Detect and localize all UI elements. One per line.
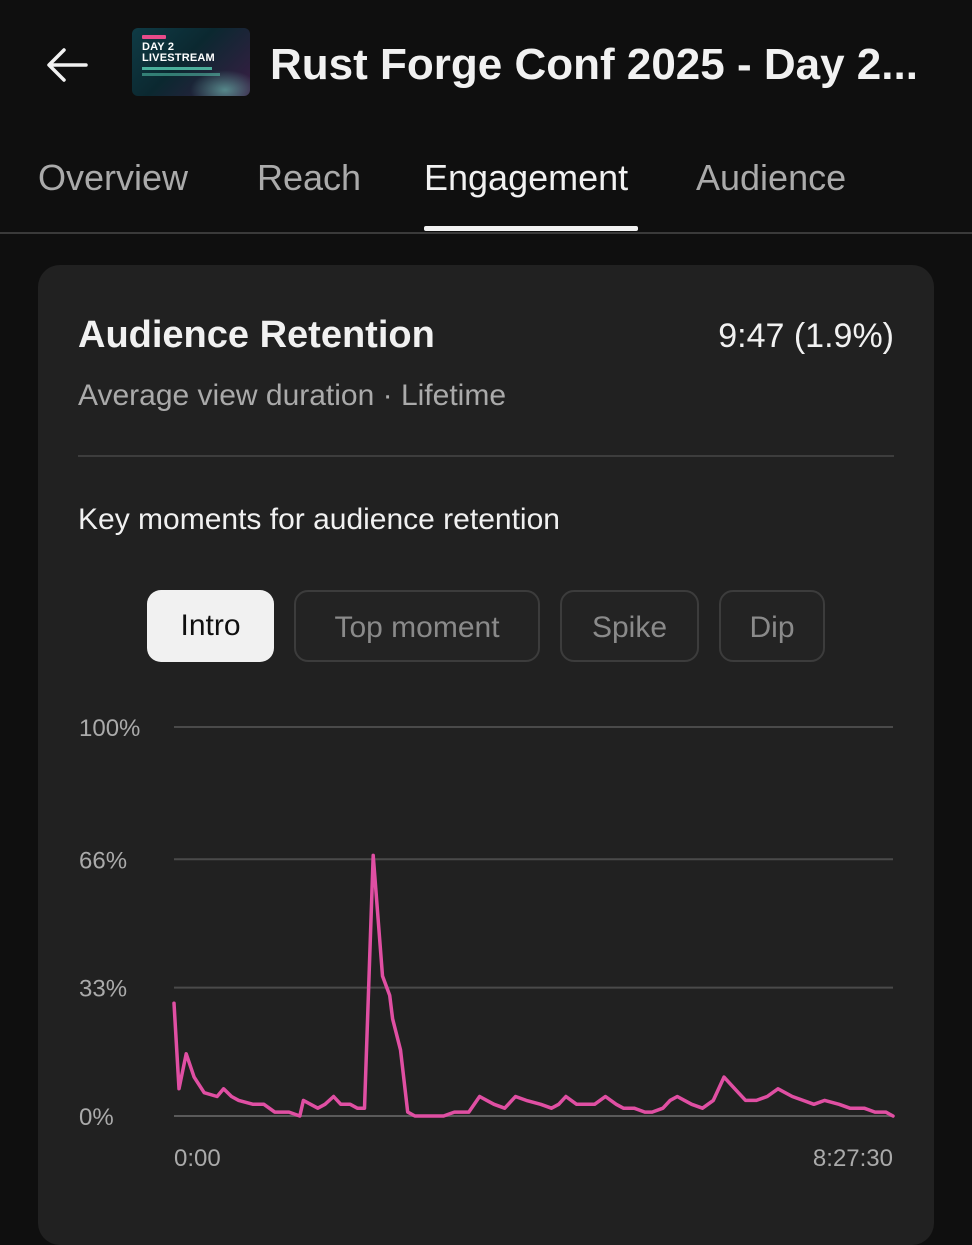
y-tick-label: 66% [79,847,127,874]
thumbnail-tag [142,35,166,39]
retention-chart: 100% 66% 33% 0% 0:00 8:27:30 [79,715,895,1172]
thumbnail-line1: DAY 2 [142,41,175,53]
thumbnail-line2: LIVESTREAM [142,52,215,64]
tab-audience[interactable]: Audience [696,157,847,198]
top-app-bar: DAY 2 LIVESTREAM Rust Forge Conf 2025 - … [0,0,972,130]
arrow-left-icon [47,48,88,82]
tab-reach[interactable]: Reach [257,157,362,198]
key-moments-label: Key moments for audience retention [78,503,560,536]
divider [78,455,894,457]
chip-intro[interactable]: Intro [147,590,274,662]
video-thumbnail[interactable]: DAY 2 LIVESTREAM [132,28,250,96]
chip-spike[interactable]: Spike [560,590,699,662]
tab-overview[interactable]: Overview [38,157,189,198]
average-view-duration-value: 9:47 (1.9%) [718,317,894,355]
retention-line [172,853,895,1118]
thumbnail-subtext-2 [142,73,220,76]
chip-top-moment[interactable]: Top moment [294,590,540,662]
y-tick-label: 33% [79,976,127,1003]
tab-engagement[interactable]: Engagement [424,157,629,198]
y-tick-label: 0% [79,1104,114,1131]
tab-bar: Overview Reach Engagement Audience [0,140,972,234]
card-title: Audience Retention [78,314,435,356]
back-button[interactable] [40,38,94,92]
x-tick-label-end: 8:27:30 [813,1145,893,1172]
audience-retention-card: Audience Retention 9:47 (1.9%) Average v… [38,265,934,1245]
thumbnail-subtext [142,67,212,70]
active-tab-indicator [424,226,638,231]
card-subtitle: Average view duration · Lifetime [78,379,506,412]
chip-dip[interactable]: Dip [719,590,825,662]
x-tick-label-start: 0:00 [174,1145,221,1172]
y-tick-label: 100% [79,715,140,742]
